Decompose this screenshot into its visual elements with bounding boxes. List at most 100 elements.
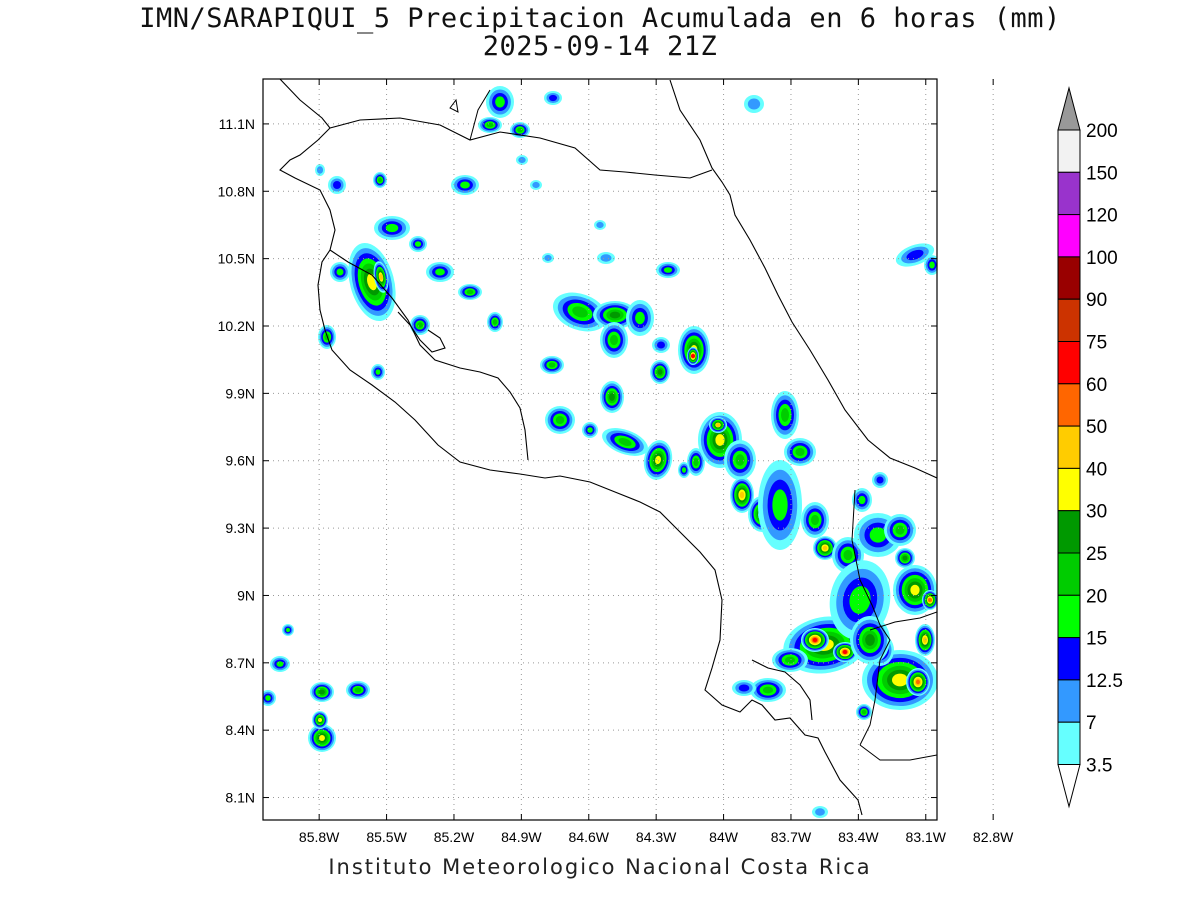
lat-tick-label: 9.3N bbox=[225, 520, 255, 536]
precip-cell bbox=[602, 428, 648, 456]
precip-cell bbox=[650, 360, 670, 384]
precip-cell bbox=[487, 312, 503, 332]
precip-cell bbox=[895, 243, 935, 267]
precip-cell bbox=[409, 236, 427, 252]
precip-cell bbox=[478, 117, 502, 133]
precip-cell bbox=[542, 253, 554, 263]
lon-tick-label: 85.5W bbox=[366, 829, 407, 845]
precip-cell bbox=[373, 261, 389, 293]
precip-cell bbox=[315, 164, 325, 176]
precip-cell bbox=[600, 322, 628, 358]
precip-cell bbox=[626, 300, 654, 336]
graticule bbox=[263, 79, 994, 820]
lat-tick-label: 8.7N bbox=[225, 655, 255, 671]
precip-cell bbox=[852, 488, 872, 512]
precip-cell bbox=[915, 624, 935, 656]
legend-level-label: 120 bbox=[1086, 206, 1118, 227]
legend-level-label: 40 bbox=[1086, 459, 1107, 480]
precip-cell bbox=[516, 155, 528, 165]
legend-level-label: 15 bbox=[1086, 629, 1107, 650]
legend-swatch bbox=[1057, 298, 1081, 343]
precip-cell bbox=[486, 86, 514, 118]
legend-cap-bottom bbox=[1057, 764, 1081, 809]
legend-swatch bbox=[1057, 256, 1081, 300]
legend-level-label: 150 bbox=[1086, 163, 1118, 184]
precip-cell bbox=[924, 255, 937, 275]
lon-tick-label: 85.2W bbox=[434, 829, 475, 845]
precip-cell bbox=[530, 180, 542, 190]
precip-cell bbox=[678, 462, 690, 478]
lat-tick-label: 9.9N bbox=[225, 385, 255, 401]
legend-swatch bbox=[1057, 510, 1081, 554]
lon-tick-label: 84.3W bbox=[636, 829, 677, 845]
legend-swatch bbox=[1057, 679, 1081, 723]
legend-level-label: 20 bbox=[1086, 586, 1107, 607]
legend-level-label: 200 bbox=[1086, 121, 1118, 142]
precip-cell bbox=[374, 216, 410, 240]
legend-level-label: 60 bbox=[1086, 375, 1107, 396]
precip-cell bbox=[312, 711, 328, 729]
precip-cell bbox=[597, 252, 615, 264]
lat-tick-label: 10.2N bbox=[218, 318, 255, 334]
precip-cell bbox=[744, 95, 764, 113]
precip-cell bbox=[856, 704, 872, 720]
precip-cell bbox=[582, 422, 598, 438]
precip-cell bbox=[310, 682, 334, 702]
legend-level-label: 90 bbox=[1086, 290, 1107, 311]
precip-cell bbox=[750, 678, 786, 702]
footer-credit: Instituto Meteorologico Nacional Costa R… bbox=[328, 855, 872, 879]
legend-level-label: 12.5 bbox=[1086, 671, 1123, 692]
legend-level-label: 100 bbox=[1086, 248, 1118, 269]
precip-cell bbox=[371, 364, 385, 380]
precip-cell bbox=[308, 724, 336, 752]
lon-tick-label: 85.8W bbox=[299, 829, 340, 845]
legend-swatch bbox=[1057, 637, 1081, 681]
lon-tick-label: 83.7W bbox=[771, 829, 812, 845]
legend-level-label: 25 bbox=[1086, 544, 1107, 565]
precip-cell bbox=[373, 172, 387, 188]
map-title: IMN/SARAPIQUI_5 Precipitacion Acumulada … bbox=[139, 3, 1061, 34]
lon-tick-label: 84.9W bbox=[501, 829, 542, 845]
precip-cell bbox=[643, 440, 673, 480]
legend-level-label: 30 bbox=[1086, 502, 1107, 523]
precip-cell bbox=[330, 262, 350, 282]
precip-cell bbox=[833, 642, 857, 662]
lat-tick-label: 10.5N bbox=[218, 251, 255, 267]
legend-level-label: 7 bbox=[1086, 713, 1097, 734]
precip-cell bbox=[593, 301, 637, 329]
precip-cell bbox=[784, 438, 816, 466]
lat-tick-label: 10.8N bbox=[218, 183, 255, 199]
precipitation-field bbox=[263, 86, 937, 818]
legend-cap-top bbox=[1057, 86, 1081, 131]
precip-cell bbox=[410, 315, 430, 335]
precip-cell bbox=[801, 502, 829, 538]
precip-cell bbox=[540, 356, 564, 374]
legend-swatch bbox=[1057, 467, 1081, 512]
lon-tick-label: 82.8W bbox=[973, 829, 1014, 845]
legend-level-label: 75 bbox=[1086, 333, 1107, 354]
precip-cell bbox=[884, 514, 916, 546]
precip-cell bbox=[458, 284, 482, 300]
map-frame bbox=[262, 78, 938, 821]
map-background bbox=[263, 79, 937, 820]
color-legend: 200 150 120 100 90 75 60 50 40 30 25 20 15 12.5 7 3.5 bbox=[1057, 86, 1123, 809]
precip-cell bbox=[328, 176, 346, 194]
legend-swatch bbox=[1057, 171, 1081, 216]
lat-tick-label: 11.1N bbox=[219, 116, 255, 132]
precip-cell bbox=[771, 391, 799, 439]
coastline-borders bbox=[279, 79, 937, 816]
precip-cell bbox=[730, 477, 754, 513]
legend-swatch bbox=[1057, 594, 1081, 639]
lat-tick-label: 8.4N bbox=[225, 722, 255, 738]
legend-level-label: 3.5 bbox=[1086, 756, 1112, 777]
lon-tick-label: 84W bbox=[709, 829, 739, 845]
legend-swatch bbox=[1057, 721, 1081, 766]
lon-tick-label: 83.4W bbox=[838, 829, 879, 845]
legend-swatch bbox=[1057, 129, 1081, 173]
precip-cell bbox=[724, 440, 756, 480]
precip-cell bbox=[895, 548, 915, 568]
precip-cell bbox=[652, 337, 670, 353]
legend-swatch bbox=[1057, 214, 1081, 258]
precip-cell bbox=[732, 680, 756, 696]
